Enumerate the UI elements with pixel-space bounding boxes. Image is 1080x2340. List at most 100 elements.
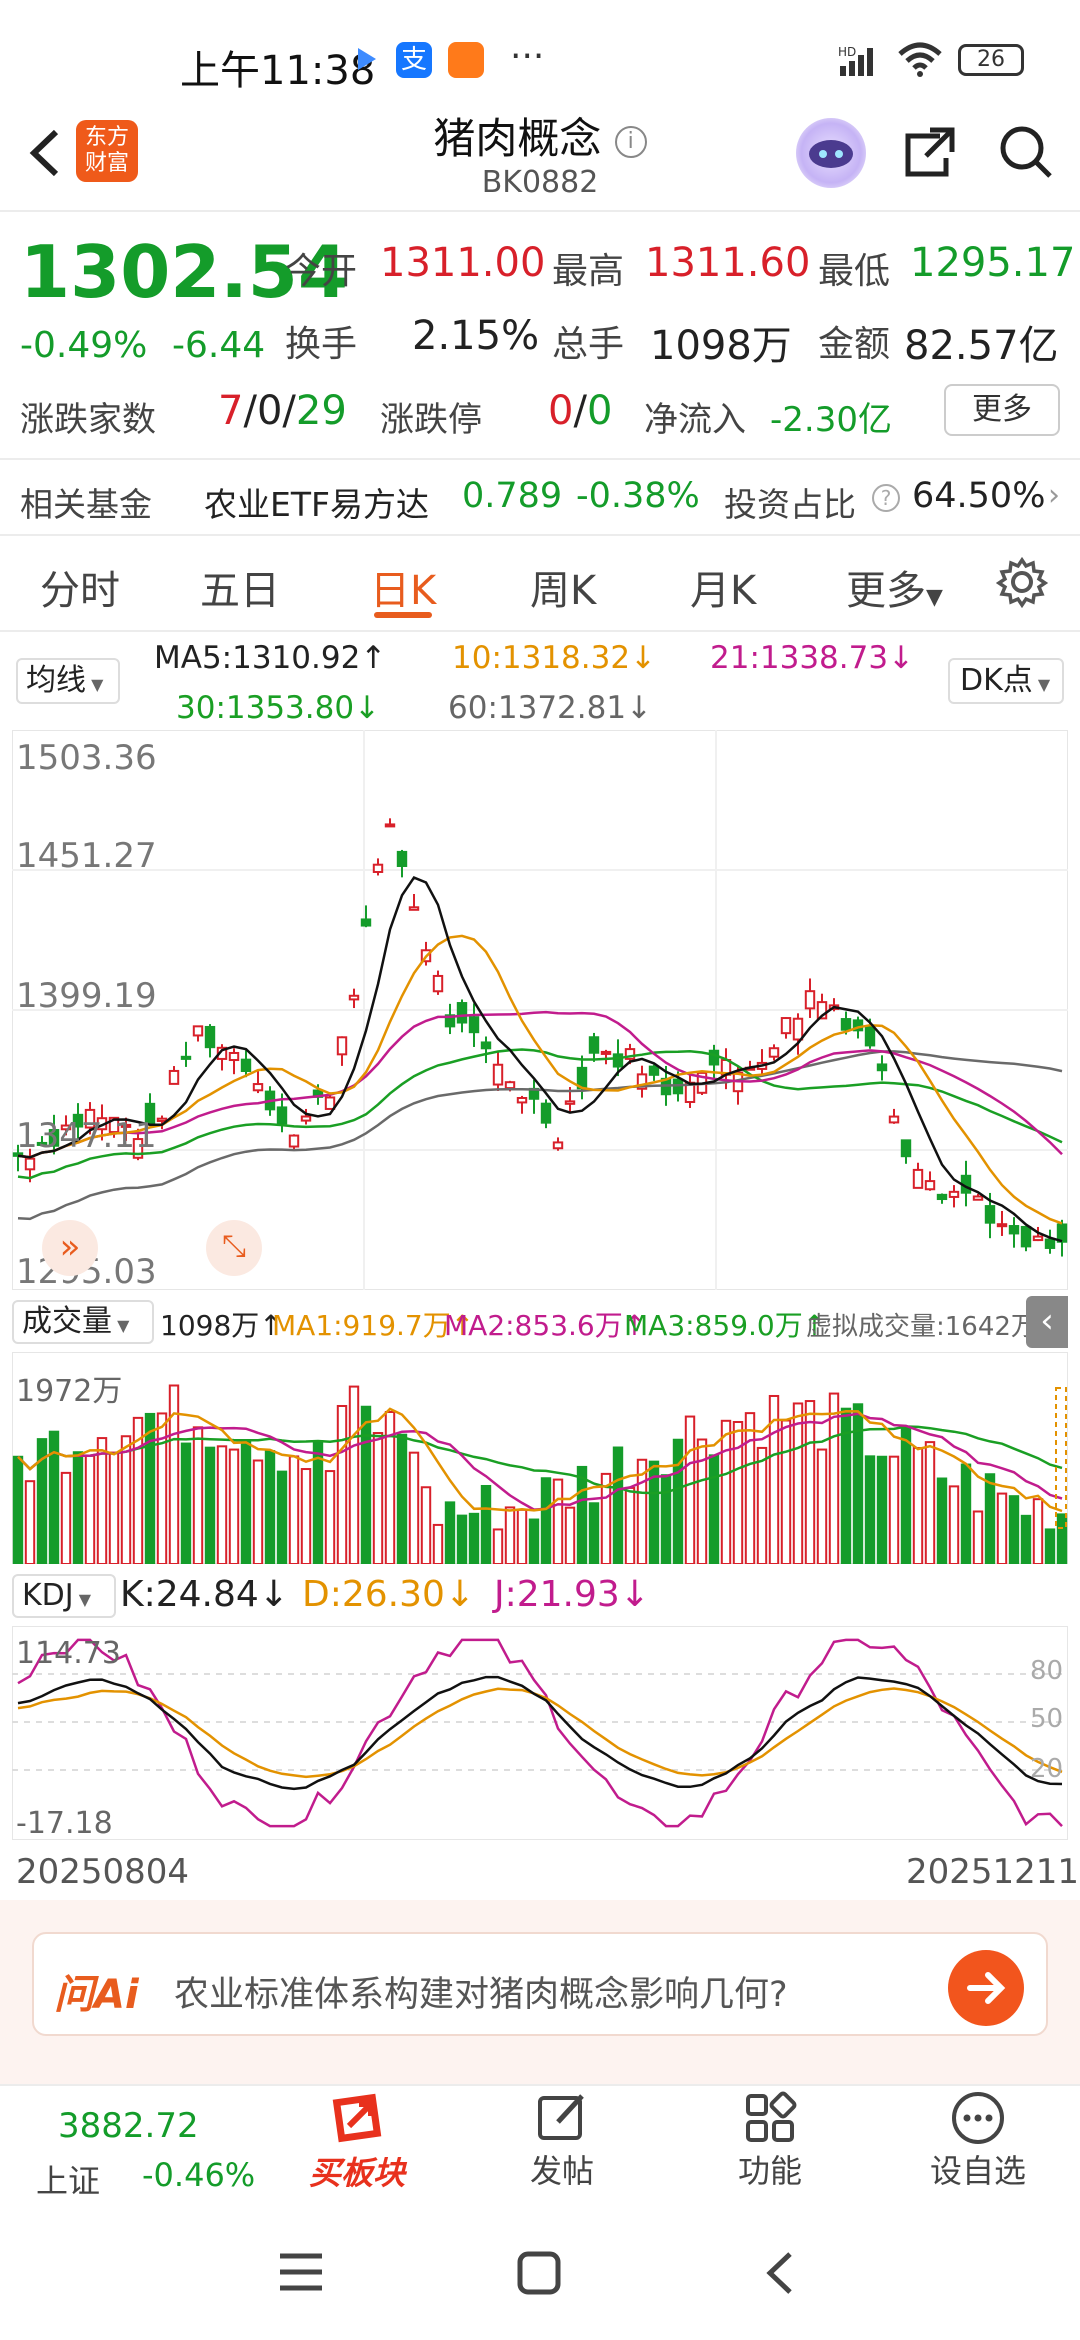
updown-label: 涨跌家数 [20,400,156,440]
post-label: 发帖 [529,2152,594,2190]
volume-selector[interactable]: 成交量 ▼ [12,1300,154,1344]
fund-pct: -0.38% [576,476,700,516]
caret-down-icon: ▼ [86,675,104,694]
ai-send-button[interactable] [948,1950,1024,2026]
ai-question-text: 农业标准体系构建对猪肉概念影响几何? [174,1975,788,2015]
ma-selector[interactable]: 均线 ▼ [16,658,120,704]
volume-chart[interactable] [12,1352,1068,1564]
dk-button[interactable]: DK点 ▼ [948,658,1064,704]
kdj-chart[interactable] [12,1626,1068,1840]
fund-ratio: 64.50% [912,476,1046,516]
dk-label: DK点 [960,663,1033,698]
ma60-value: 60:1372.81↓ [448,690,653,726]
signal-icon: HD [838,44,882,78]
gear-icon [995,556,1049,609]
more-button[interactable]: 更多 [944,384,1060,436]
tab-more[interactable]: 更多▼ [846,558,943,616]
amount-label: 金额 [818,324,891,365]
ma10-value: 10:1318.32↓ [452,640,657,676]
tab-intraday[interactable]: 分时 [40,568,120,614]
kdj-20-label: 20 [1030,1754,1064,1784]
ma21-line [17,1010,1063,1159]
collapse-panel-button[interactable]: ‹ [1026,1296,1068,1348]
search-button[interactable] [996,122,1056,186]
buy-icon [332,2093,382,2143]
virtual-volume: 虚拟成交量:1642万 [806,1312,1037,1342]
ma30-line [17,1048,1063,1180]
play-icon [358,48,376,70]
stock-code: BK0882 [481,165,599,200]
tab-weekly-k[interactable]: 周K [530,568,597,614]
volume-selector-label: 成交量 [22,1304,112,1339]
menu-icon[interactable] [276,2250,326,2298]
limit-down-count: 0 [586,388,613,434]
index-pct: -0.46% [142,2156,256,2194]
buy-sector-label: 买板块 [308,2154,405,2192]
ai-logo: 问Ai [54,1972,139,2018]
kdj-selector[interactable]: KDJ ▼ [12,1574,116,1618]
caret-down-icon: ▼ [1032,675,1051,694]
amount-value: 82.57亿 [904,323,1059,369]
low-value: 1295.17 [910,240,1076,286]
caret-down-icon: ▼ [112,1316,130,1335]
system-nav-bar [0,2210,1080,2340]
vol-ma2: MA2:853.6万↑ [444,1309,647,1342]
down-count: 29 [295,388,347,434]
settings-button[interactable] [995,556,1049,612]
open-label: 今开 [285,251,358,292]
kdj-80-label: 80 [1030,1656,1064,1686]
buy-sector-button[interactable]: 买板块 [292,2090,422,2200]
ma-selector-label: 均线 [26,663,86,698]
volume-bars [12,1384,1068,1564]
fund-label: 相关基金 [20,485,152,524]
tab-five-day[interactable]: 五日 [200,568,280,614]
kdj-top-label: 114.73 [16,1636,121,1671]
kdj-k-line [17,1675,1063,1791]
tab-monthly-k[interactable]: 月K [690,568,757,614]
back-nav-icon[interactable] [760,2248,800,2302]
function-button[interactable]: 功能 [700,2090,840,2200]
post-button[interactable]: 发帖 [492,2090,632,2200]
limit-up-count: 0 [548,388,574,434]
tab-daily-k[interactable]: 日K [370,568,437,614]
last-price: 1302.54 [20,230,348,314]
more-circle-icon [952,2092,1004,2144]
vol-ma1-line [17,1407,1063,1513]
axis-label-2: 1451.27 [16,836,157,876]
limit-label: 涨跌停 [380,400,482,440]
axis-label-3: 1399.19 [16,976,157,1016]
fullscreen-button[interactable]: ⤡ [206,1220,262,1276]
volume-value-legend: 1098万↑ [160,1309,283,1342]
fund-name[interactable]: 农业ETF易方达 [204,485,429,524]
kdj-50-label: 50 [1030,1704,1064,1734]
chevron-right-icon[interactable]: › [1048,478,1060,513]
kdj-j-line [17,1638,1063,1828]
search-icon [1000,126,1052,178]
status-time: 上午11:38 [180,48,376,94]
high-value: 1311.60 [645,240,811,286]
help-icon[interactable]: ? [872,484,900,512]
expand-left-button[interactable]: » [42,1220,98,1276]
caret-down-icon: ▼ [73,1590,92,1609]
logo-text-top: 东方 [84,125,129,150]
page-title-text: 猪肉概念 [433,114,602,163]
share-button[interactable] [900,122,960,186]
chevron-left-icon [29,129,59,177]
watchlist-button[interactable]: 设自选 [908,2090,1048,2200]
open-value: 1311.00 [380,240,546,286]
back-button[interactable] [20,118,70,188]
kline-chart[interactable] [12,730,1068,1290]
ai-question-box[interactable]: 问Ai 农业标准体系构建对猪肉概念影响几何? [32,1932,1048,2036]
robot-avatar[interactable] [796,118,866,188]
info-icon[interactable]: i [614,125,647,158]
app-logo[interactable]: 东方 财富 [76,120,138,182]
home-icon[interactable] [516,2250,562,2300]
index-name: 上证 [36,2162,101,2200]
ma30-value: 30:1353.80↓ [176,690,381,726]
wifi-icon [896,40,944,82]
ma21-value: 21:1338.73↓ [710,640,915,676]
caret-down-icon: ▼ [926,585,943,610]
high-label: 最高 [552,251,625,292]
ma10-line [17,934,1063,1225]
index-value[interactable]: 3882.72 [58,2106,199,2146]
